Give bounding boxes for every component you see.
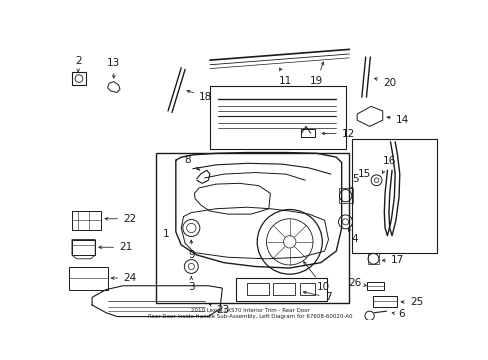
Text: 8: 8 [184, 155, 199, 170]
Text: 3: 3 [187, 276, 194, 292]
Text: 12: 12 [322, 129, 354, 139]
Text: 16: 16 [382, 156, 395, 173]
Bar [299, 283, 315, 295]
Text: 7: 7 [303, 291, 330, 302]
Text: 25: 25 [400, 297, 422, 307]
Text: 17: 17 [382, 255, 403, 265]
Text: 5: 5 [348, 174, 358, 189]
Text: 23: 23 [209, 304, 229, 315]
Bar [246, 283, 268, 295]
Bar [351, 139, 436, 253]
Bar [69, 266, 107, 289]
Text: 9: 9 [187, 240, 194, 260]
Bar [235, 278, 326, 301]
Text: 18: 18 [186, 90, 212, 102]
Text: 2010 Lexus LX570 Interior Trim - Rear Door
Rear Door Inside Handle Sub-Assembly,: 2010 Lexus LX570 Interior Trim - Rear Do… [148, 308, 352, 319]
Text: 14: 14 [386, 115, 408, 125]
Bar [338, 188, 352, 203]
Text: 4: 4 [347, 229, 358, 244]
Bar [273, 283, 295, 295]
Bar [367, 253, 378, 264]
Text: 10: 10 [303, 262, 329, 292]
Text: 13: 13 [107, 58, 120, 78]
Bar [366, 282, 384, 289]
Text: 2: 2 [75, 56, 81, 72]
Text: 19: 19 [309, 62, 323, 86]
Bar [72, 72, 86, 85]
Text: 21: 21 [99, 242, 132, 252]
Text: 1: 1 [163, 229, 169, 239]
Text: 20: 20 [374, 78, 395, 88]
Text: 11: 11 [279, 68, 292, 86]
Bar [301, 130, 315, 137]
Bar [72, 239, 95, 255]
Text: 24: 24 [111, 273, 136, 283]
Bar [372, 296, 397, 306]
Text: 26: 26 [348, 278, 366, 288]
Text: 6: 6 [391, 309, 404, 319]
Text: 15: 15 [357, 169, 370, 179]
Bar [209, 86, 345, 149]
Bar [155, 153, 349, 303]
Text: 22: 22 [105, 214, 136, 224]
Bar [72, 211, 101, 230]
